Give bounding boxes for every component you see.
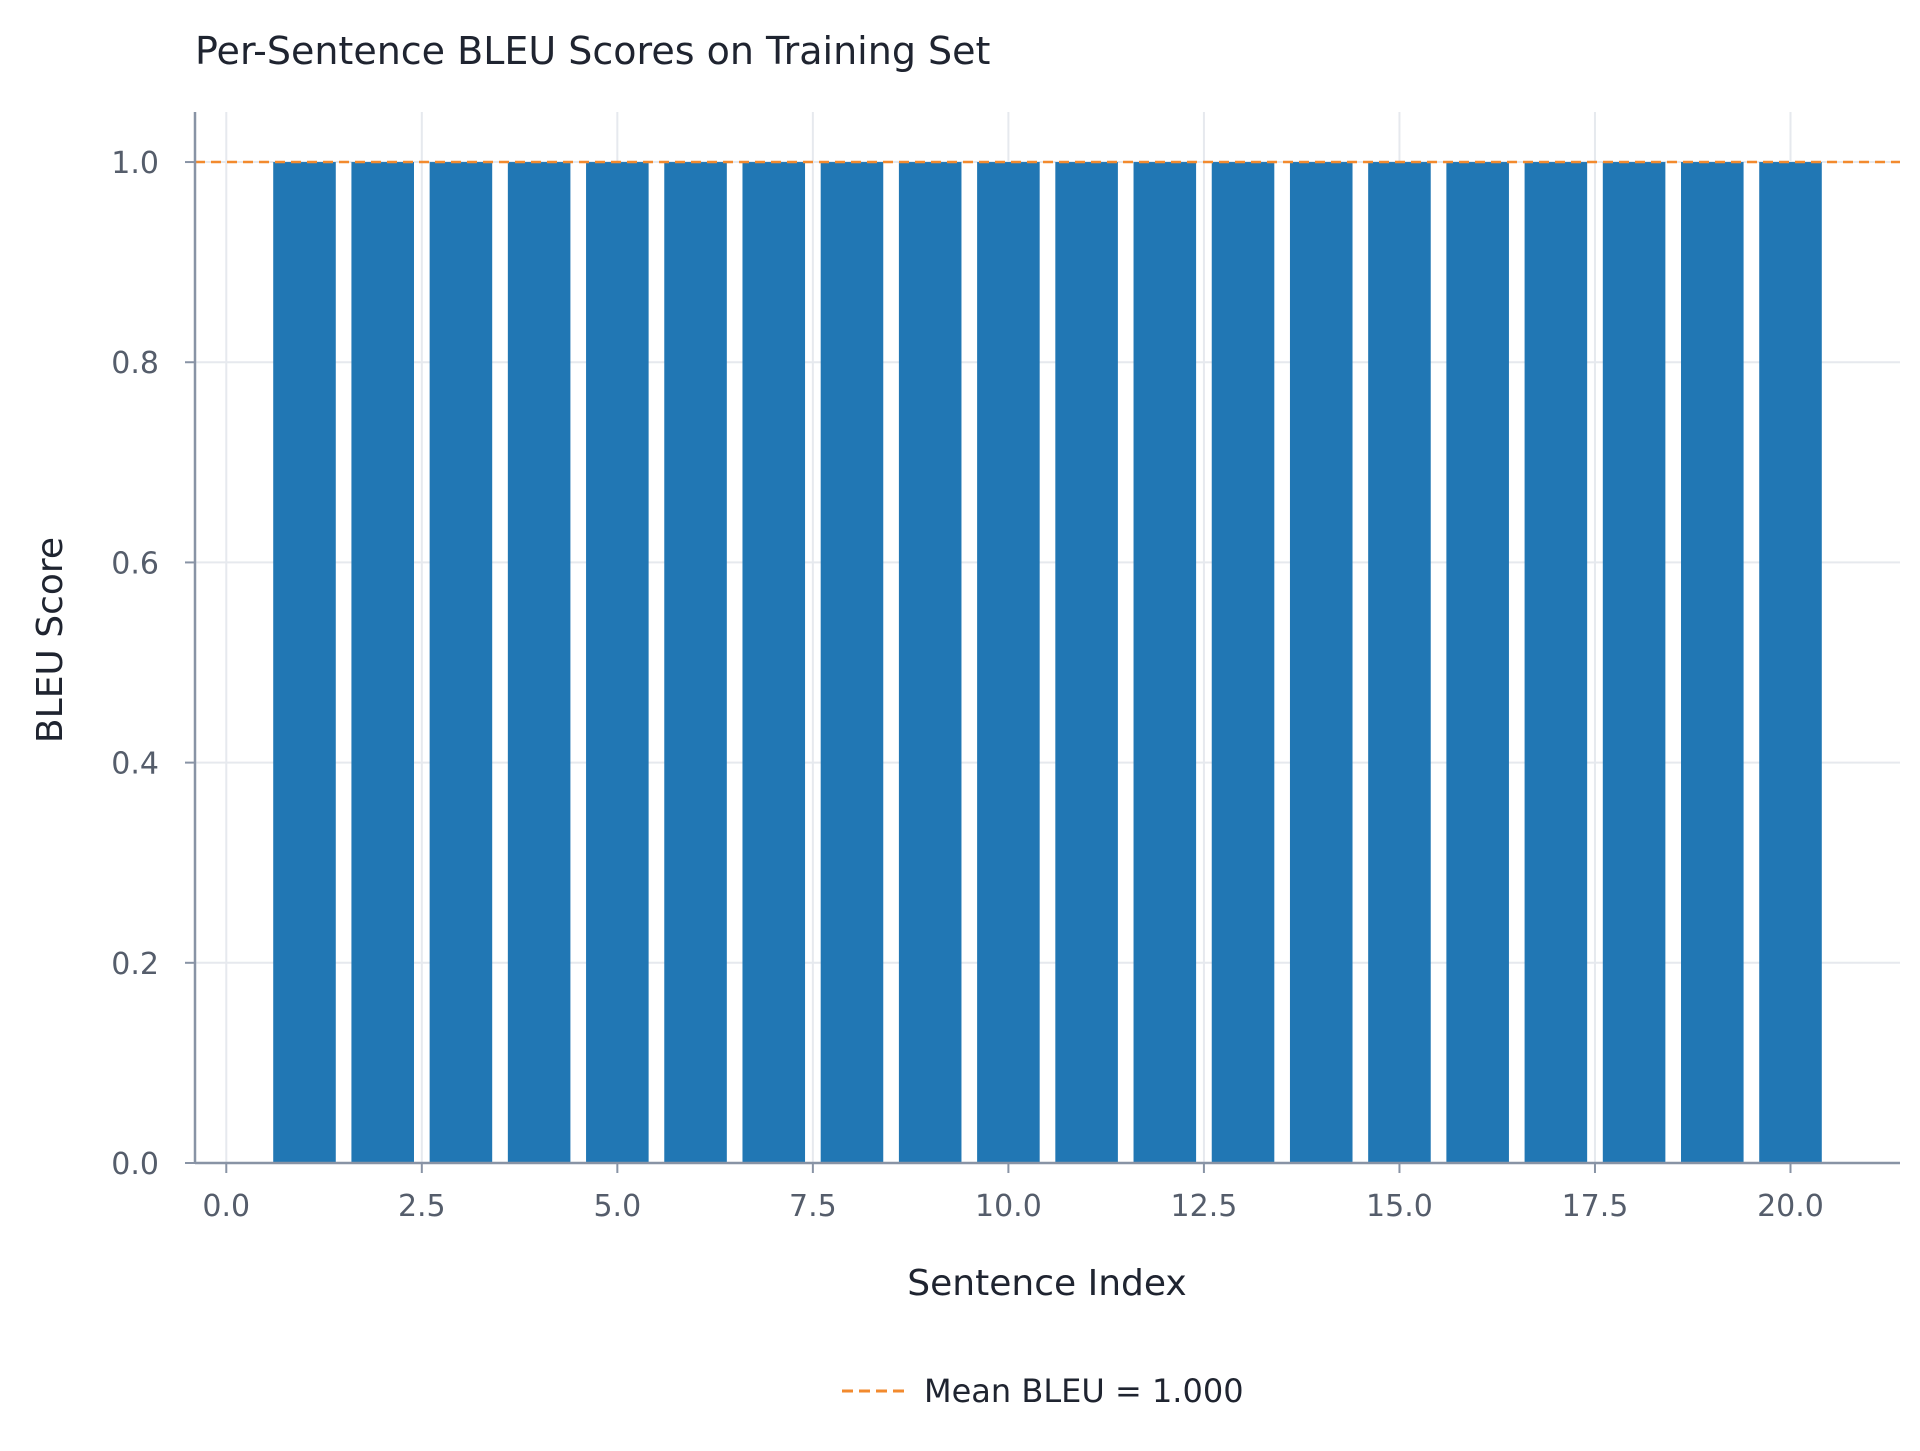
bar-14 <box>1289 162 1353 1164</box>
x-tick-label-4: 10.0 <box>975 1189 1042 1224</box>
x-tick-label-2: 5.0 <box>593 1189 641 1224</box>
bar-7 <box>742 162 806 1164</box>
y-tick-label-5: 1.0 <box>111 146 159 181</box>
bar-5 <box>586 162 649 1164</box>
bar-15 <box>1368 162 1431 1164</box>
bar-6 <box>664 162 727 1164</box>
bar-18 <box>1602 162 1666 1164</box>
legend: Mean BLEU = 1.000 <box>842 1372 1244 1410</box>
tick-labels: 0.0 2.5 5.0 7.5 10.0 12.5 15.0 17.5 20.0 0.0 0.2 0.… <box>111 146 1824 1224</box>
bars <box>273 162 1822 1164</box>
y-tick-label-0: 0.0 <box>111 1147 159 1182</box>
bar-3 <box>429 162 493 1164</box>
y-tick-label-1: 0.2 <box>111 947 159 982</box>
chart-title: Per-Sentence BLEU Scores on Training Set <box>195 29 990 73</box>
bar-11 <box>1055 162 1118 1164</box>
bar-16 <box>1446 162 1509 1164</box>
bar-12 <box>1133 162 1197 1164</box>
bar-8 <box>820 162 884 1164</box>
bar-9 <box>898 162 962 1164</box>
bar-4 <box>507 162 571 1164</box>
bar-13 <box>1211 162 1275 1164</box>
x-tick-label-3: 7.5 <box>789 1189 837 1224</box>
y-tick-label-2: 0.4 <box>111 747 159 782</box>
bar-17 <box>1524 162 1588 1164</box>
x-axis-label: Sentence Index <box>907 1263 1186 1304</box>
x-tick-label-5: 12.5 <box>1171 1189 1238 1224</box>
x-tick-label-7: 17.5 <box>1562 1189 1629 1224</box>
legend-mean-label: Mean BLEU = 1.000 <box>924 1372 1244 1410</box>
y-axis-label: BLEU Score <box>30 537 71 743</box>
bar-10 <box>977 162 1040 1164</box>
bar-20 <box>1759 162 1822 1164</box>
x-tick-label-0: 0.0 <box>202 1189 250 1224</box>
bar-19 <box>1681 162 1744 1164</box>
bar-1 <box>273 162 336 1164</box>
x-tick-label-1: 2.5 <box>398 1189 446 1224</box>
y-tick-label-4: 0.8 <box>111 346 159 381</box>
bar-2 <box>351 162 414 1164</box>
x-tick-label-8: 20.0 <box>1757 1189 1824 1224</box>
y-tick-label-3: 0.6 <box>111 546 159 581</box>
x-tick-label-6: 15.0 <box>1366 1189 1433 1224</box>
axes <box>193 112 1900 1165</box>
